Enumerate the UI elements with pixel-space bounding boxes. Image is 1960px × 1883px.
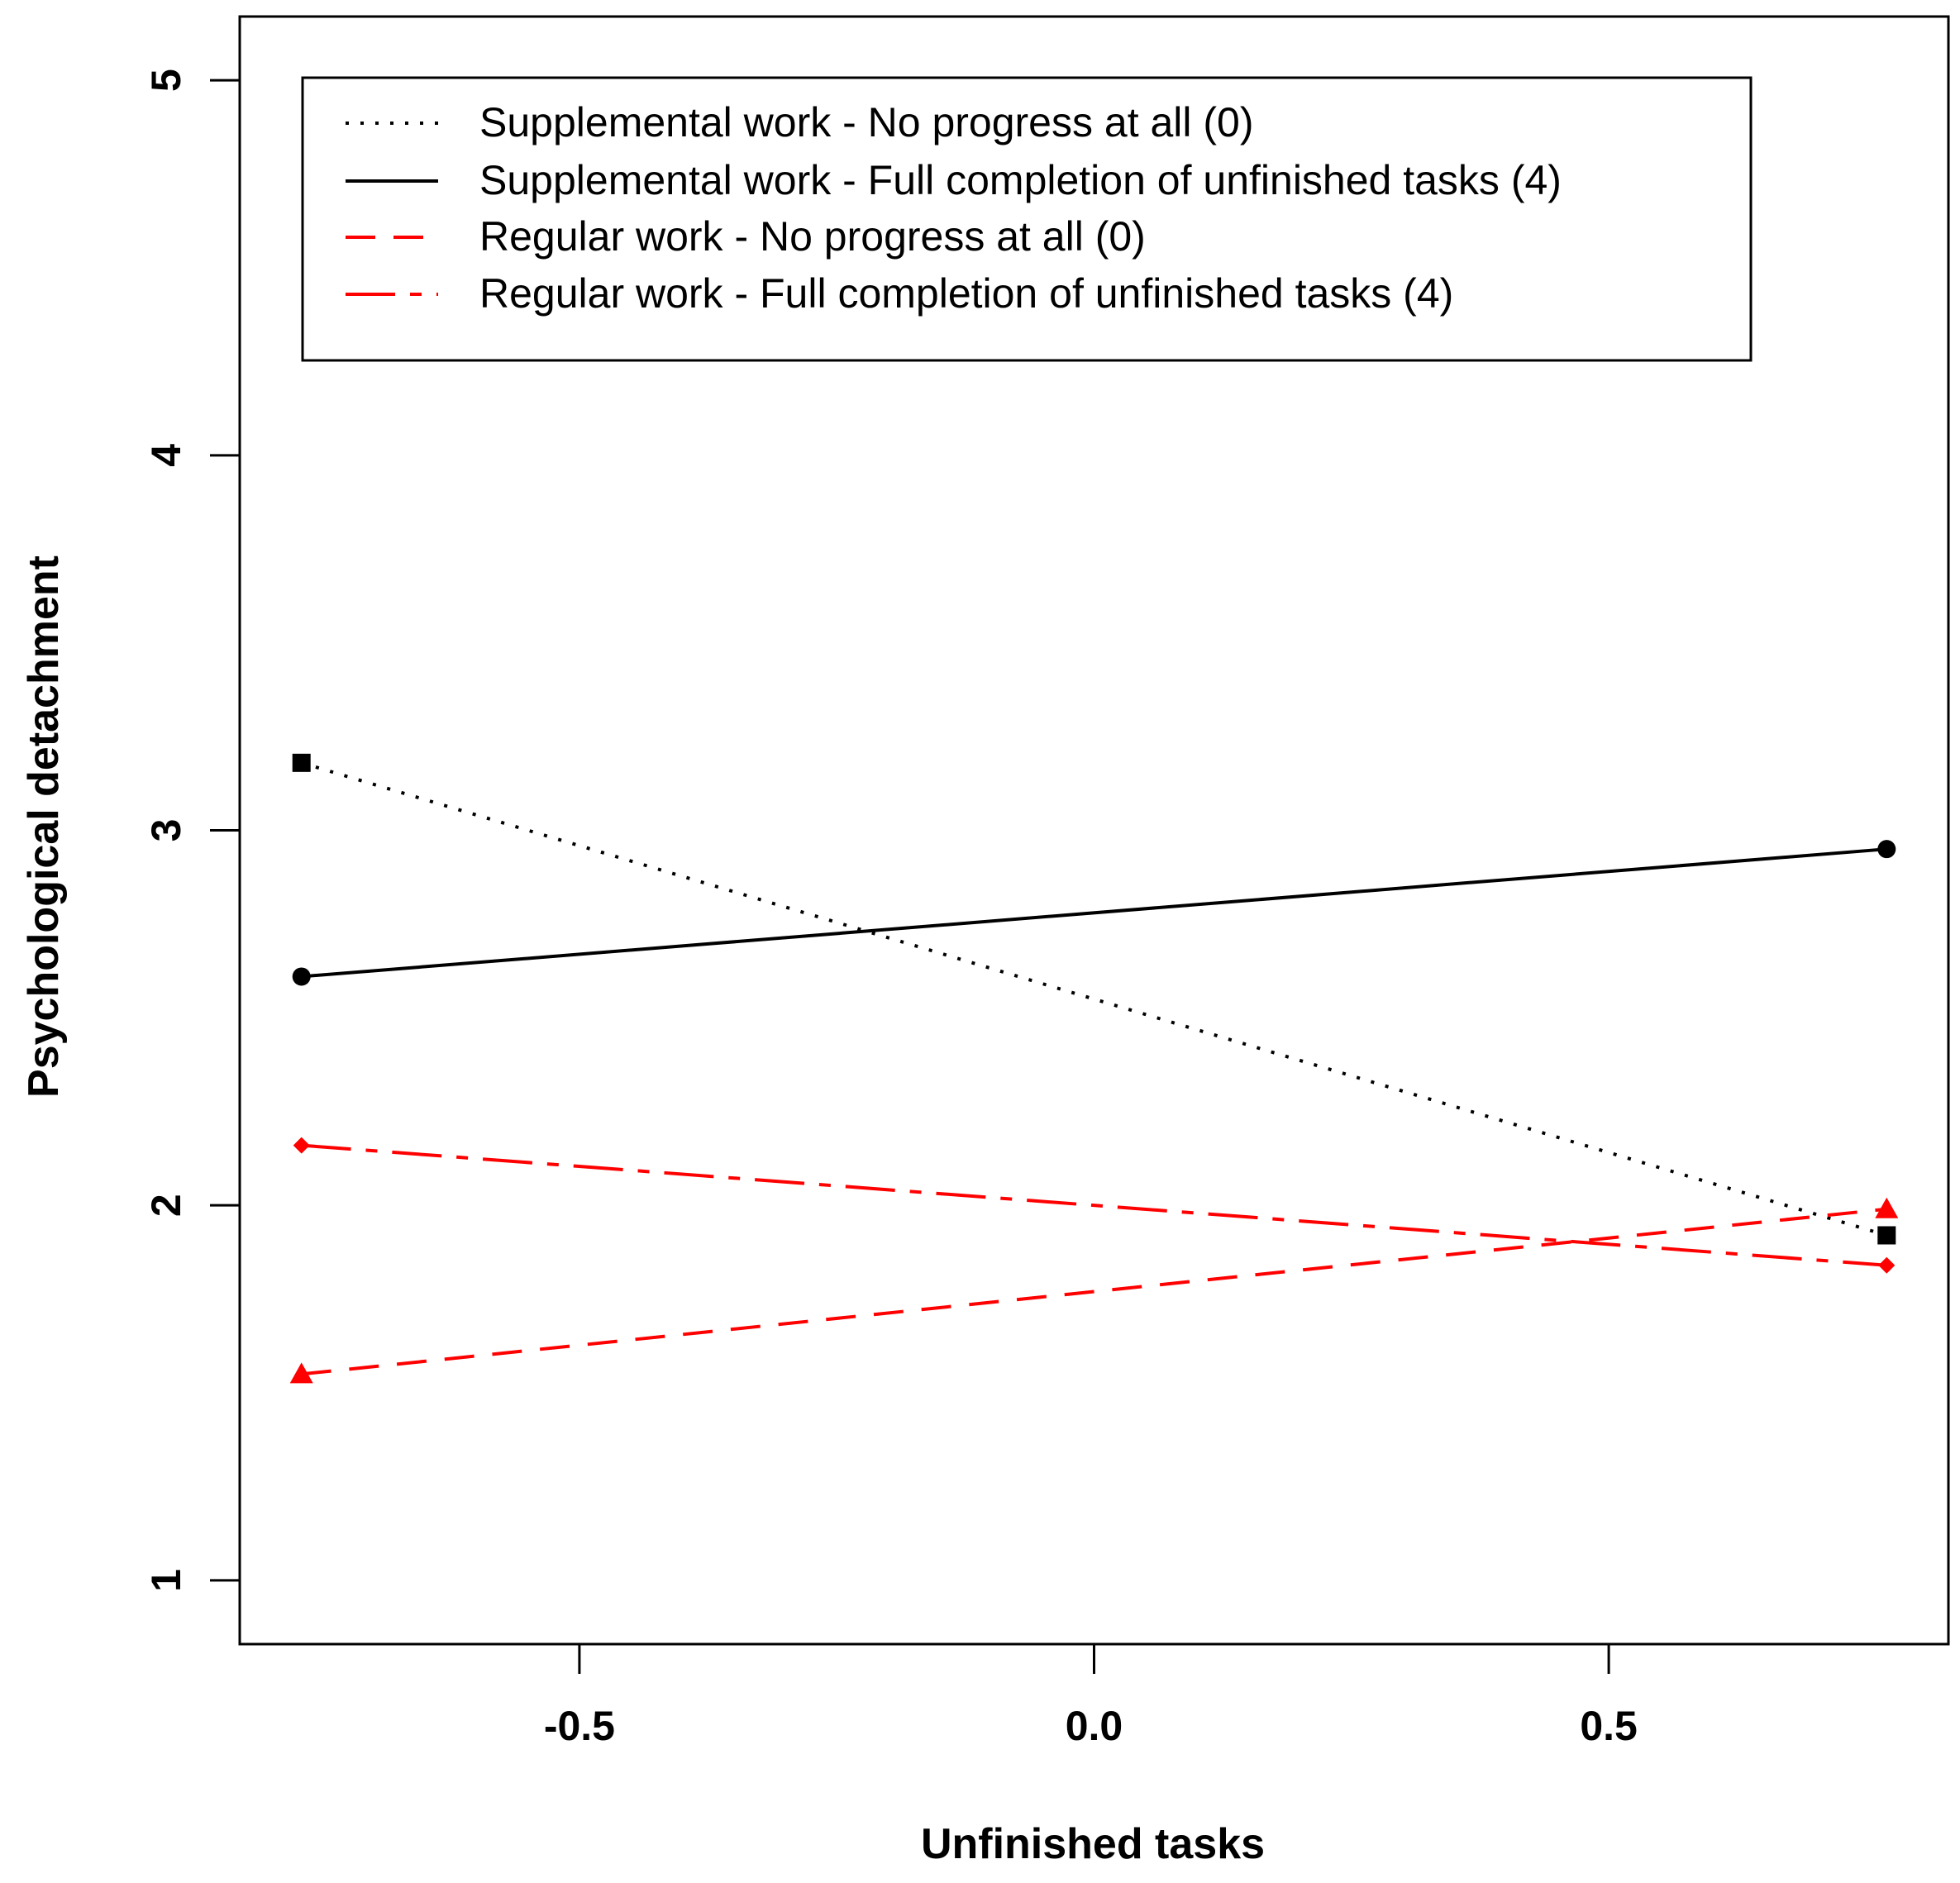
series-line [301,1143,1887,1267]
legend-label: Regular work - Full completion of unfini… [479,270,1453,317]
series-point [1875,1197,1899,1218]
series-point [292,967,311,986]
legend-box [301,76,1753,362]
y-tick-label: 3 [143,819,189,842]
series-line [301,1207,1887,1376]
series-4 [293,1137,1896,1274]
series-1 [292,753,1896,1245]
series-point [1878,1256,1896,1274]
series-2 [292,840,1896,986]
y-tick-label: 2 [143,1194,189,1217]
legend-label: Supplemental work - No progress at all (… [479,99,1254,145]
series-point [1877,1226,1896,1245]
y-axis-title: Psychological detachment [20,555,68,1098]
series-3 [289,1197,1899,1384]
x-tick-label: 0.5 [1580,1703,1638,1749]
legend-label: Supplemental work - Full completion of u… [479,157,1562,203]
y-tick-label: 1 [143,1569,189,1592]
x-tick-label: 0.0 [1066,1703,1123,1749]
y-tick-label: 4 [143,444,189,467]
x-axis-title: Unfinished tasks [921,1820,1265,1868]
legend-label: Regular work - No progress at all (0) [479,213,1146,260]
series-point [292,753,311,772]
series-point [289,1362,313,1384]
series-point [1877,840,1896,859]
series-point [293,1137,310,1154]
x-tick-label: -0.5 [544,1703,615,1749]
series-line [301,847,1887,979]
y-tick-label: 5 [143,69,189,92]
series-line [301,760,1887,1237]
